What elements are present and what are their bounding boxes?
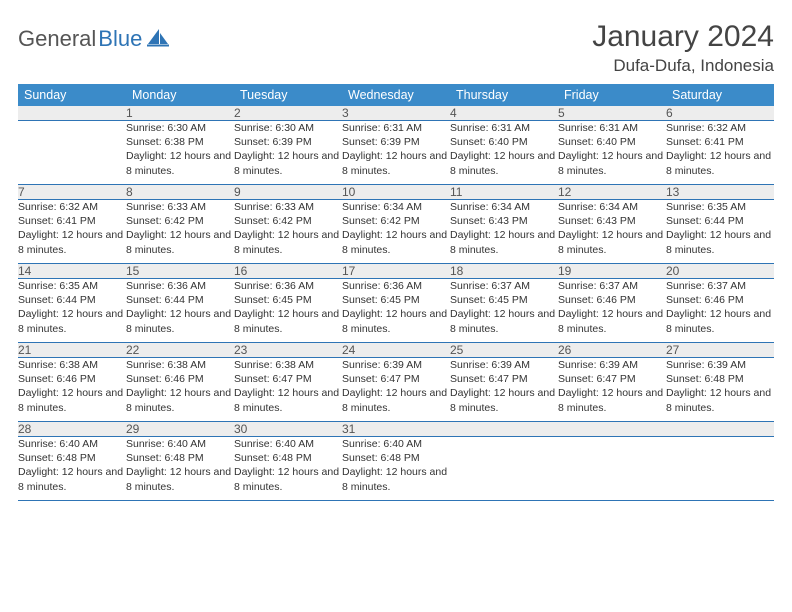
day-detail-cell: Sunrise: 6:36 AMSunset: 6:44 PMDaylight:… [126, 279, 234, 343]
day-detail-cell: Sunrise: 6:31 AMSunset: 6:39 PMDaylight:… [342, 121, 450, 185]
day-number-cell: 4 [450, 106, 558, 121]
location-label: Dufa-Dufa, Indonesia [592, 56, 774, 76]
day-number-cell: 8 [126, 185, 234, 200]
day-detail-cell: Sunrise: 6:36 AMSunset: 6:45 PMDaylight:… [342, 279, 450, 343]
day-detail-cell: Sunrise: 6:35 AMSunset: 6:44 PMDaylight:… [666, 200, 774, 264]
day-number-cell: 22 [126, 343, 234, 358]
day-number-cell: 21 [18, 343, 126, 358]
day-detail-cell: Sunrise: 6:31 AMSunset: 6:40 PMDaylight:… [558, 121, 666, 185]
day-detail-cell: Sunrise: 6:37 AMSunset: 6:46 PMDaylight:… [666, 279, 774, 343]
day-detail-cell [558, 437, 666, 501]
day-detail-cell: Sunrise: 6:39 AMSunset: 6:48 PMDaylight:… [666, 358, 774, 422]
day-detail-cell: Sunrise: 6:40 AMSunset: 6:48 PMDaylight:… [342, 437, 450, 501]
day-number-cell [666, 422, 774, 437]
day-detail-cell: Sunrise: 6:37 AMSunset: 6:46 PMDaylight:… [558, 279, 666, 343]
day-detail-cell: Sunrise: 6:40 AMSunset: 6:48 PMDaylight:… [234, 437, 342, 501]
day-number-cell: 30 [234, 422, 342, 437]
day-number-cell: 1 [126, 106, 234, 121]
brand-sail-icon [146, 27, 170, 52]
day-detail-cell: Sunrise: 6:40 AMSunset: 6:48 PMDaylight:… [126, 437, 234, 501]
day-number-row: 78910111213 [18, 185, 774, 200]
day-number-cell: 27 [666, 343, 774, 358]
day-detail-row: Sunrise: 6:40 AMSunset: 6:48 PMDaylight:… [18, 437, 774, 501]
day-number-cell: 2 [234, 106, 342, 121]
day-detail-row: Sunrise: 6:32 AMSunset: 6:41 PMDaylight:… [18, 200, 774, 264]
day-number-cell: 14 [18, 264, 126, 279]
day-number-cell: 26 [558, 343, 666, 358]
day-number-cell: 23 [234, 343, 342, 358]
day-number-cell: 12 [558, 185, 666, 200]
day-number-cell [450, 422, 558, 437]
day-detail-row: Sunrise: 6:38 AMSunset: 6:46 PMDaylight:… [18, 358, 774, 422]
calendar-table: SundayMondayTuesdayWednesdayThursdayFrid… [18, 84, 774, 501]
day-detail-cell: Sunrise: 6:38 AMSunset: 6:47 PMDaylight:… [234, 358, 342, 422]
day-detail-row: Sunrise: 6:35 AMSunset: 6:44 PMDaylight:… [18, 279, 774, 343]
day-detail-cell: Sunrise: 6:38 AMSunset: 6:46 PMDaylight:… [126, 358, 234, 422]
day-number-cell: 10 [342, 185, 450, 200]
day-detail-cell: Sunrise: 6:30 AMSunset: 6:39 PMDaylight:… [234, 121, 342, 185]
day-number-cell: 17 [342, 264, 450, 279]
day-number-row: 28293031 [18, 422, 774, 437]
day-detail-cell [18, 121, 126, 185]
day-number-cell: 24 [342, 343, 450, 358]
title-block: January 2024 Dufa-Dufa, Indonesia [592, 20, 774, 76]
day-detail-cell: Sunrise: 6:39 AMSunset: 6:47 PMDaylight:… [342, 358, 450, 422]
day-detail-cell: Sunrise: 6:37 AMSunset: 6:45 PMDaylight:… [450, 279, 558, 343]
brand-text-general: General [18, 26, 96, 52]
day-detail-cell: Sunrise: 6:34 AMSunset: 6:43 PMDaylight:… [450, 200, 558, 264]
month-title: January 2024 [592, 20, 774, 54]
day-number-cell: 3 [342, 106, 450, 121]
day-number-cell: 28 [18, 422, 126, 437]
day-number-cell: 9 [234, 185, 342, 200]
day-detail-cell: Sunrise: 6:33 AMSunset: 6:42 PMDaylight:… [234, 200, 342, 264]
brand-text-blue: Blue [98, 26, 142, 52]
day-number-row: 21222324252627 [18, 343, 774, 358]
day-number-cell: 31 [342, 422, 450, 437]
day-detail-row: Sunrise: 6:30 AMSunset: 6:38 PMDaylight:… [18, 121, 774, 185]
brand-logo: General Blue [18, 20, 170, 52]
day-detail-cell: Sunrise: 6:34 AMSunset: 6:42 PMDaylight:… [342, 200, 450, 264]
day-header: Saturday [666, 84, 774, 106]
day-number-cell [18, 106, 126, 121]
day-number-cell: 18 [450, 264, 558, 279]
day-detail-cell: Sunrise: 6:36 AMSunset: 6:45 PMDaylight:… [234, 279, 342, 343]
day-detail-cell: Sunrise: 6:32 AMSunset: 6:41 PMDaylight:… [666, 121, 774, 185]
day-detail-cell [666, 437, 774, 501]
day-number-cell: 16 [234, 264, 342, 279]
day-header: Sunday [18, 84, 126, 106]
day-number-cell: 29 [126, 422, 234, 437]
day-detail-cell: Sunrise: 6:32 AMSunset: 6:41 PMDaylight:… [18, 200, 126, 264]
day-detail-cell: Sunrise: 6:39 AMSunset: 6:47 PMDaylight:… [450, 358, 558, 422]
day-header: Monday [126, 84, 234, 106]
day-detail-cell: Sunrise: 6:34 AMSunset: 6:43 PMDaylight:… [558, 200, 666, 264]
day-number-cell: 19 [558, 264, 666, 279]
day-header: Thursday [450, 84, 558, 106]
day-header: Wednesday [342, 84, 450, 106]
day-number-row: 123456 [18, 106, 774, 121]
day-detail-cell: Sunrise: 6:40 AMSunset: 6:48 PMDaylight:… [18, 437, 126, 501]
day-number-row: 14151617181920 [18, 264, 774, 279]
day-header: Tuesday [234, 84, 342, 106]
day-number-cell: 20 [666, 264, 774, 279]
day-number-cell: 13 [666, 185, 774, 200]
day-detail-cell: Sunrise: 6:39 AMSunset: 6:47 PMDaylight:… [558, 358, 666, 422]
day-number-cell: 7 [18, 185, 126, 200]
day-detail-cell: Sunrise: 6:35 AMSunset: 6:44 PMDaylight:… [18, 279, 126, 343]
day-header-row: SundayMondayTuesdayWednesdayThursdayFrid… [18, 84, 774, 106]
day-detail-cell [450, 437, 558, 501]
day-number-cell: 11 [450, 185, 558, 200]
day-detail-cell: Sunrise: 6:31 AMSunset: 6:40 PMDaylight:… [450, 121, 558, 185]
day-number-cell: 15 [126, 264, 234, 279]
header: General Blue January 2024 Dufa-Dufa, Ind… [18, 20, 774, 76]
day-number-cell: 6 [666, 106, 774, 121]
day-detail-cell: Sunrise: 6:33 AMSunset: 6:42 PMDaylight:… [126, 200, 234, 264]
calendar-body: 123456Sunrise: 6:30 AMSunset: 6:38 PMDay… [18, 106, 774, 501]
day-detail-cell: Sunrise: 6:38 AMSunset: 6:46 PMDaylight:… [18, 358, 126, 422]
day-number-cell [558, 422, 666, 437]
day-number-cell: 5 [558, 106, 666, 121]
day-header: Friday [558, 84, 666, 106]
day-number-cell: 25 [450, 343, 558, 358]
day-detail-cell: Sunrise: 6:30 AMSunset: 6:38 PMDaylight:… [126, 121, 234, 185]
